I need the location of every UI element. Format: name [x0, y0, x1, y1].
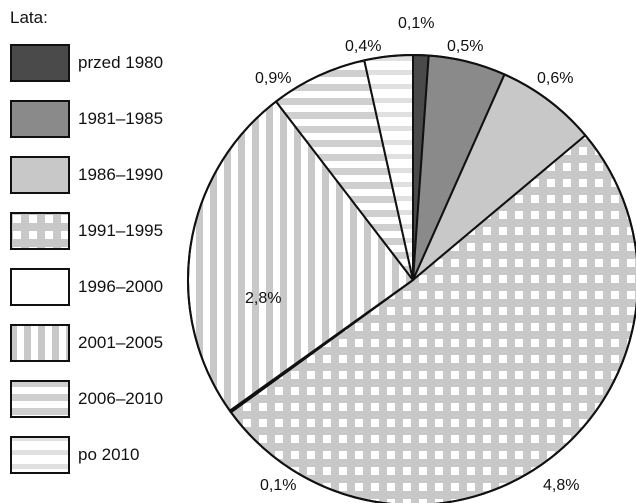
- legend-swatch: [10, 436, 70, 474]
- data-label-8: 0,4%: [345, 38, 381, 55]
- legend-label: po 2010: [78, 445, 140, 464]
- legend-swatch: [10, 44, 70, 82]
- legend-swatch: [10, 380, 70, 418]
- data-label-5: 0,1%: [260, 477, 296, 494]
- legend-label: 2001–2005: [78, 333, 164, 352]
- legend-label: 1991–1995: [78, 221, 164, 240]
- data-label-7: 0,9%: [255, 70, 291, 87]
- legend-label: 1986–1990: [78, 165, 164, 184]
- data-label-1: 0,1%: [398, 15, 434, 32]
- data-label-4: 4,8%: [543, 477, 579, 494]
- data-label-2: 0,5%: [447, 38, 483, 55]
- legend-label: 1981–1985: [78, 109, 164, 128]
- legend-swatch: [10, 212, 70, 250]
- data-label-3: 0,6%: [537, 70, 573, 87]
- legend-swatch: [10, 156, 70, 194]
- legend-label: 1996–2000: [78, 277, 164, 296]
- legend-swatch: [10, 324, 70, 362]
- legend-swatch: [10, 268, 70, 306]
- data-label-6: 2,8%: [245, 290, 281, 307]
- legend-swatch: [10, 100, 70, 138]
- legend-label: 2006–2010: [78, 389, 164, 408]
- legend-label: przed 1980: [78, 53, 164, 72]
- legend-title: Lata:: [10, 8, 48, 27]
- pie-outline: [187, 54, 636, 503]
